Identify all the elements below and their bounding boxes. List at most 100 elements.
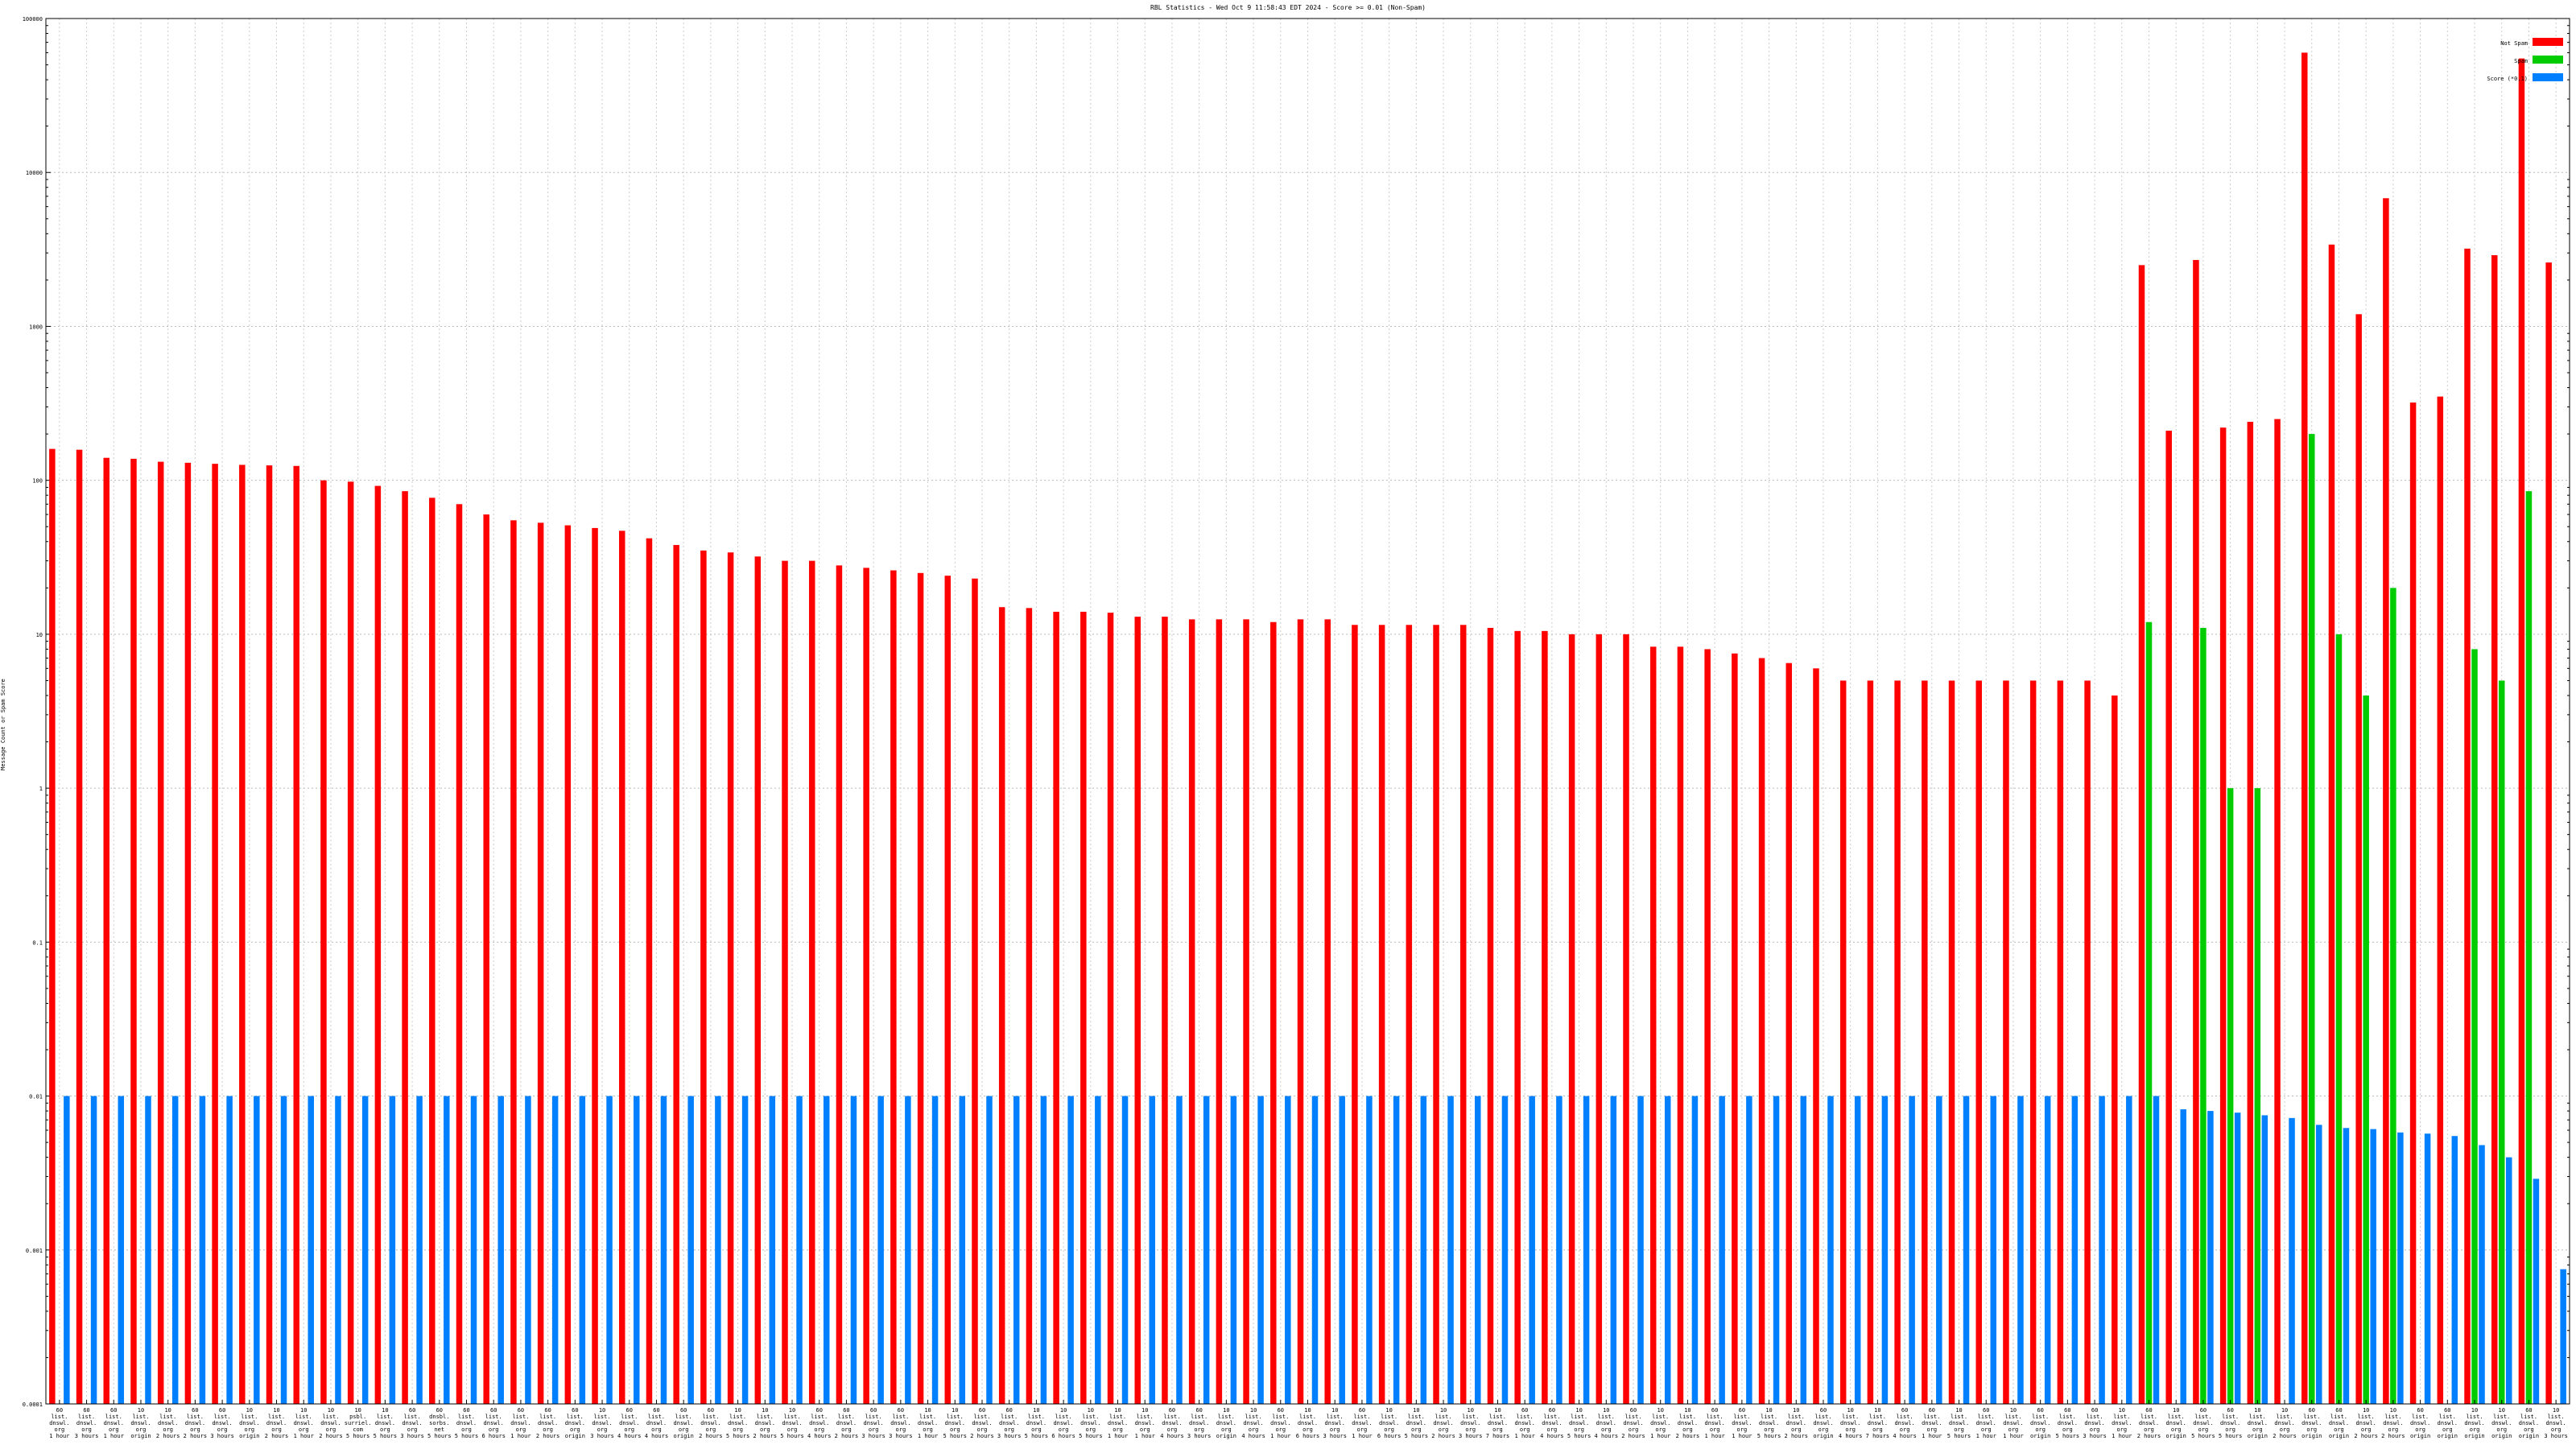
bar-score <box>2180 1109 2186 1404</box>
bar-score <box>145 1096 151 1404</box>
bar-not-spam <box>700 550 707 1404</box>
bar-score <box>1393 1096 1400 1404</box>
bar-not-spam <box>130 458 137 1404</box>
x-tick-label: 10 list. dnswl. org origin <box>2464 1407 2484 1439</box>
bar-not-spam <box>2084 680 2091 1404</box>
bar-score <box>2044 1096 2051 1404</box>
x-tick-label: 60 list. dnswl. org origin <box>1813 1407 1833 1439</box>
bar-not-spam <box>510 520 517 1404</box>
x-tick-label: 10 list. dnswl. org 5 hours <box>1405 1407 1429 1439</box>
bar-score <box>1475 1096 1481 1404</box>
legend-label: Score (*0.1) <box>2487 76 2528 82</box>
x-tick-label: 10 list. dnswl. org origin <box>130 1407 151 1439</box>
bar-score <box>1176 1096 1183 1404</box>
x-tick-label: 60 list. dnswl. org 1 hour <box>49 1407 69 1439</box>
bar-score <box>931 1096 939 1404</box>
y-tick-label: 0.001 <box>26 1248 43 1254</box>
bar-not-spam <box>1460 625 1467 1404</box>
bar-score <box>1773 1096 1780 1404</box>
bar-not-spam <box>1785 663 1793 1404</box>
x-tick-label: 10 list. dnswl. org 4 hours <box>1595 1407 1619 1439</box>
x-tick-label: 10 list. dnswl. org 5 hours <box>1947 1407 1971 1439</box>
x-tick-label: 10 list. dnswl. org 2 hours <box>2273 1407 2297 1439</box>
bar-not-spam <box>2247 421 2254 1404</box>
bar-score <box>2126 1096 2132 1404</box>
bar-not-spam <box>808 560 815 1404</box>
bar-score <box>226 1096 233 1404</box>
x-tick-label: 10 list. dnswl. org 4 hours <box>1839 1407 1863 1439</box>
bar-not-spam <box>103 457 110 1404</box>
bar-not-spam <box>1188 619 1195 1404</box>
bar-score <box>2505 1157 2512 1404</box>
bar-spam <box>2227 788 2234 1404</box>
plot-frame <box>45 18 2570 1405</box>
x-axis-labels: 60 list. dnswl. org 1 hour 60 list. dnswl. org 3 … <box>49 1400 2568 1439</box>
bar-not-spam <box>1053 611 1059 1404</box>
chart-title: RBL Statistics - Wed Oct 9 11:58:43 EDT … <box>1150 4 1426 11</box>
x-tick-label: 10 list. dnswl. org 2 hours <box>265 1407 289 1439</box>
bar-not-spam <box>1839 680 1847 1404</box>
bar-score <box>2234 1113 2241 1404</box>
x-tick-label: 60 list. dnswl. org origin <box>2410 1407 2430 1439</box>
x-tick-label: 60 list. dnswl. org 1 hour <box>1515 1407 1535 1439</box>
x-tick-label: 10 list. dnswl. org 1 hour <box>294 1407 314 1439</box>
bar-score <box>1013 1096 1020 1404</box>
x-tick-label: 10 list. dnswl. org 1 hour <box>918 1407 938 1439</box>
bar-not-spam <box>2138 265 2145 1404</box>
bar-not-spam <box>2274 419 2281 1404</box>
bar-not-spam <box>2003 680 2009 1404</box>
x-tick-label: 10 list. dnswl. org 1 hour <box>1135 1407 1155 1439</box>
x-tick-label: 10 list. dnswl. org 5 hours <box>1079 1407 1103 1439</box>
y-tick-label: 1 <box>39 786 43 792</box>
bars <box>49 52 2566 1405</box>
x-tick-label: 60 list. dnswl. org 6 hours <box>481 1407 506 1439</box>
bar-not-spam <box>2193 259 2199 1404</box>
x-tick-label: 10 list. dnswl. org 7 hours <box>1486 1407 1510 1439</box>
x-tick-label: 60 list. dnswl. org 1 hour <box>1922 1407 1942 1439</box>
bar-not-spam <box>972 578 978 1404</box>
bar-not-spam <box>2301 52 2308 1405</box>
x-tick-label: 10 list. dnswl. org 5 hours <box>1567 1407 1591 1439</box>
bar-not-spam <box>1813 668 1819 1404</box>
x-tick-label: 10 list. dnswl. org 6 hours <box>1377 1407 1402 1439</box>
bar-not-spam <box>1270 621 1277 1404</box>
bar-score <box>118 1096 125 1404</box>
bar-score <box>687 1096 694 1404</box>
bar-not-spam <box>782 560 788 1404</box>
x-tick-label: 10 list. dnswl. org 3 hours <box>2544 1407 2568 1439</box>
bar-not-spam <box>374 485 382 1404</box>
x-tick-label: 60 list. dnswl. org 5 hours <box>455 1407 479 1439</box>
bar-score <box>2424 1133 2431 1404</box>
bar-score <box>1067 1096 1074 1404</box>
bar-not-spam <box>2491 255 2498 1404</box>
bar-score <box>280 1096 287 1404</box>
bar-score <box>850 1096 857 1404</box>
bar-not-spam <box>2545 262 2552 1405</box>
bar-not-spam <box>1162 617 1168 1404</box>
legend-swatch <box>2533 73 2563 81</box>
bar-not-spam <box>2165 431 2172 1404</box>
x-tick-label: 10 list. dnswl. org 5 hours <box>374 1407 398 1439</box>
bar-not-spam <box>2328 244 2335 1405</box>
bar-not-spam <box>293 465 299 1404</box>
bar-score <box>199 1096 206 1404</box>
bar-score <box>634 1096 640 1404</box>
bar-score <box>2071 1096 2079 1404</box>
bar-spam <box>2498 680 2505 1404</box>
x-tick-label: 60 list. dnswl. org 3 hours <box>400 1407 424 1439</box>
bar-not-spam <box>673 545 679 1404</box>
x-tick-label: 10 list. dnswl. org 5 hours <box>943 1407 968 1439</box>
bar-not-spam <box>2409 402 2417 1404</box>
bar-not-spam <box>2383 198 2389 1404</box>
y-tick-label: 10 <box>36 632 43 638</box>
x-tick-label: 10 list. dnswl. org 2 hours <box>156 1407 180 1439</box>
bar-score <box>1420 1096 1427 1404</box>
bar-score <box>2153 1096 2160 1404</box>
x-tick-label: 60 list. dnswl. org 4 hours <box>807 1407 832 1439</box>
legend-swatch <box>2533 38 2563 46</box>
x-tick-label: 60 list. dnswl. org 4 hours <box>1893 1407 1917 1439</box>
bar-not-spam <box>727 552 734 1404</box>
legend-label: Spam <box>2514 58 2528 64</box>
bar-score <box>796 1096 803 1404</box>
